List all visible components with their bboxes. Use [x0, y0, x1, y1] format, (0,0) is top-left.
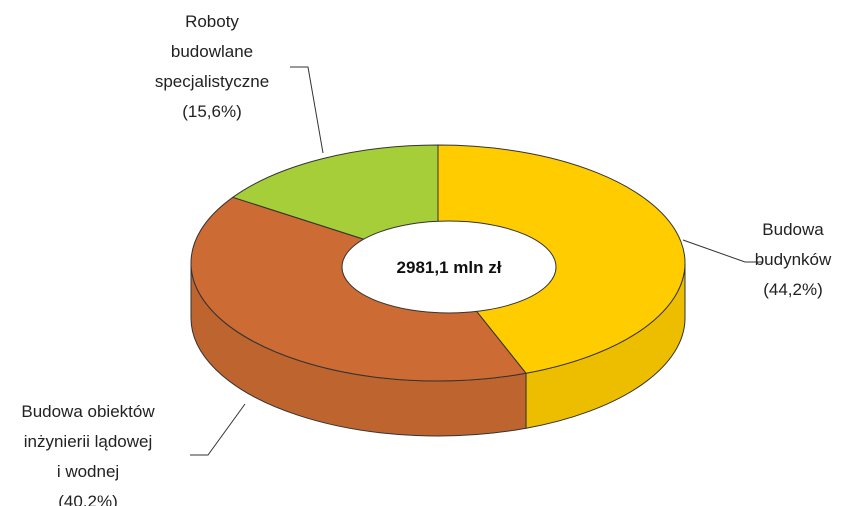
- label-line: i wodnej: [57, 462, 119, 481]
- leader-lines: [190, 66, 763, 456]
- label-roboty-budowlane-specjalistyczne: Roboty budowlane specjalistyczne (15,6%): [155, 12, 269, 121]
- label-line: specjalistyczne: [155, 72, 269, 91]
- label-line: budowlane: [171, 42, 253, 61]
- slice-budowa-budynkow: [437, 144, 686, 374]
- label-line: inżynierii lądowej: [24, 432, 153, 451]
- center-total-label: 2981,1 mln zł: [397, 258, 502, 277]
- label-line: Budowa obiektów: [21, 402, 155, 421]
- leader-roboty-budowlane-specjalistyczne: [290, 66, 324, 154]
- label-line: Roboty: [185, 12, 239, 31]
- label-line: Budowa: [762, 220, 824, 239]
- label-budowa-budynkow: Budowa budynków (44,2%): [755, 220, 832, 299]
- leader-budowa-obiektow-inzynierii-ladowej-i-wodnej: [190, 403, 246, 456]
- donut-hole: [341, 220, 557, 314]
- slice-labels: Budowa budynków (44,2%) Budowa obiektów inży…: [21, 12, 832, 506]
- label-line: (15,6%): [182, 102, 242, 121]
- center-hole: [341, 220, 557, 314]
- label-line: (40,2%): [58, 492, 118, 506]
- label-line: (44,2%): [763, 280, 823, 299]
- label-budowa-obiektow-inzynierii-ladowej-i-wodnej: Budowa obiektów inżynierii lądowej i wodne…: [21, 402, 155, 506]
- leader-budowa-budynkow: [682, 239, 763, 263]
- label-line: budynków: [755, 250, 832, 269]
